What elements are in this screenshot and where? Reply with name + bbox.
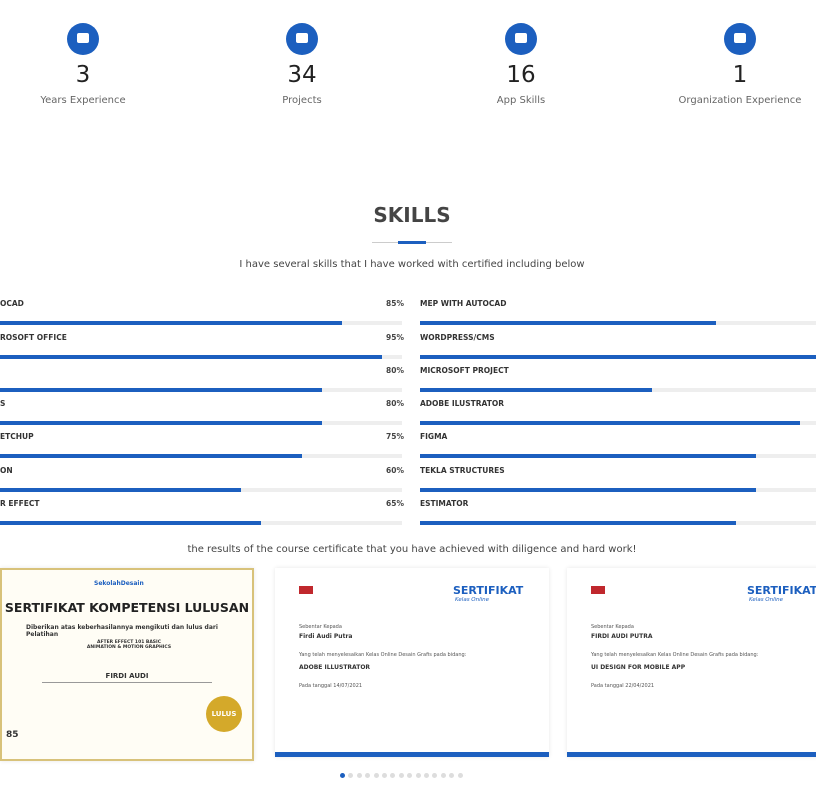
skill-percent: 65%: [386, 499, 404, 508]
icon-glyph: [734, 33, 746, 43]
cert-title: SERTIFIKAT KOMPETENSI LULUSAN: [4, 600, 250, 615]
skill-bar: [420, 355, 816, 359]
logo: [299, 586, 313, 594]
skill-name: ETCHUP: [0, 432, 34, 441]
pagination-dot[interactable]: [407, 773, 413, 778]
skill-percent: 80%: [386, 366, 404, 375]
skill-name: FIGMA: [420, 432, 448, 441]
pagination-dot[interactable]: [348, 773, 354, 778]
cert-bar: [567, 752, 816, 757]
stat-label: Years Experience: [40, 95, 126, 106]
cert-badge: LULUS: [206, 696, 242, 732]
skill-bar: [0, 488, 242, 492]
pagination-dot[interactable]: [398, 773, 404, 778]
pagination-dot[interactable]: [415, 773, 421, 778]
pagination-dot[interactable]: [382, 773, 387, 778]
cert-brand: SekolahDesain: [94, 580, 144, 587]
cert-text: Yang telah menyelesaikan Kelas Online De…: [299, 652, 467, 658]
certificate[interactable]: SekolahDesain SERTIFIKAT KOMPETENSI LULU…: [0, 568, 254, 761]
cert-course: UI DESIGN FOR MOBILE APP: [591, 664, 686, 671]
skill-bar: [420, 388, 652, 392]
skill-bar: [0, 521, 262, 525]
icon-glyph: [77, 33, 89, 43]
stat-label: Projects: [282, 95, 322, 106]
pagination-dot[interactable]: [457, 773, 463, 778]
skill-percent: 80%: [386, 399, 404, 408]
cert-subtitle: Kelas Online: [749, 597, 784, 603]
skill-bar: [420, 454, 756, 458]
stat-label: Organization Experience: [678, 95, 802, 106]
skill-bar: [0, 421, 322, 425]
skill-name: ON: [0, 466, 13, 475]
pagination-dot[interactable]: [424, 773, 429, 778]
divider-accent: [398, 241, 426, 244]
pagination-dot[interactable]: [440, 773, 446, 778]
cert-title: SERTIFIKAT: [747, 584, 816, 597]
skill-name: MEP WITH AUTOCAD: [420, 299, 507, 308]
skills-title: SKILLS: [373, 203, 451, 227]
cert-name: FIRDI AUDI: [105, 672, 149, 680]
cert-date: Pada tanggal 14/07/2021: [299, 683, 363, 689]
skill-bar: [0, 321, 342, 325]
cert-subtitle: Kelas Online: [455, 597, 490, 603]
skill-bar: [0, 355, 382, 359]
skill-percent: 85%: [386, 299, 404, 308]
certificate[interactable]: SERTIFIKAT Kelas Online Sebentar Kepada …: [567, 568, 816, 757]
cert-bar: [275, 752, 549, 757]
skill-name: S: [0, 399, 6, 408]
stat-label: App Skills: [496, 95, 546, 106]
rule: [42, 682, 212, 683]
cert-course: AFTER EFFECT 101 BASIC ANIMATION & MOTIO…: [86, 640, 172, 650]
skill-name: TEKLA STRUCTURES: [420, 466, 505, 475]
skill-percent: 95%: [386, 333, 404, 342]
certificates-subtitle: the results of the course certificate th…: [187, 544, 637, 555]
skill-bar: [0, 454, 302, 458]
pagination-dot[interactable]: [365, 773, 371, 778]
cert-course: ADOBE ILLUSTRATOR: [299, 664, 371, 671]
skill-percent: 60%: [386, 466, 404, 475]
skill-bar: [420, 488, 756, 492]
skill-bar: [420, 521, 736, 525]
pagination-dot[interactable]: [373, 773, 379, 778]
cert-title: SERTIFIKAT: [453, 584, 524, 597]
stat-value: 1: [732, 62, 748, 88]
icon-glyph: [515, 33, 527, 43]
cert-text: Diberikan atas keberhasilannya mengikuti…: [26, 624, 218, 638]
pagination-dot[interactable]: [340, 773, 345, 778]
cert-text: Yang telah menyelesaikan Kelas Online De…: [591, 652, 759, 658]
pagination-dot[interactable]: [356, 773, 362, 778]
cert-name: FIRDI AUDI PUTRA: [591, 633, 653, 640]
skills-subtitle: I have several skills that I have worked…: [239, 259, 585, 270]
skill-bar: [0, 388, 322, 392]
cert-date: Pada tanggal 22/04/2021: [591, 683, 655, 689]
stat-value: 3: [75, 62, 91, 88]
skill-name: ROSOFT OFFICE: [0, 333, 67, 342]
skill-name: OCAD: [0, 299, 24, 308]
skill-percent: 75%: [386, 432, 404, 441]
cert-score: 85: [6, 730, 19, 740]
icon-glyph: [296, 33, 308, 43]
stat-value: 34: [287, 62, 317, 88]
skill-name: R EFFECT: [0, 499, 40, 508]
skill-name: ADOBE ILUSTRATOR: [420, 399, 505, 408]
certificate[interactable]: SERTIFIKAT Kelas Online Sebentar Kepada …: [275, 568, 549, 757]
pagination-dot[interactable]: [432, 773, 438, 778]
cert-name: Firdi Audi Putra: [299, 633, 353, 640]
cert-to: Sebentar Kepada: [591, 624, 634, 630]
pagination-dot[interactable]: [449, 773, 455, 778]
cert-to: Sebentar Kepada: [299, 624, 342, 630]
skill-name: ESTIMATOR: [420, 499, 469, 508]
skill-name: MICROSOFT PROJECT: [420, 366, 509, 375]
skill-bar: [420, 321, 716, 325]
skill-name: WORDPRESS/CMS: [420, 333, 495, 342]
logo: [591, 586, 605, 594]
stat-value: 16: [506, 62, 536, 88]
skill-bar: [420, 421, 800, 425]
pagination-dot[interactable]: [390, 773, 396, 778]
